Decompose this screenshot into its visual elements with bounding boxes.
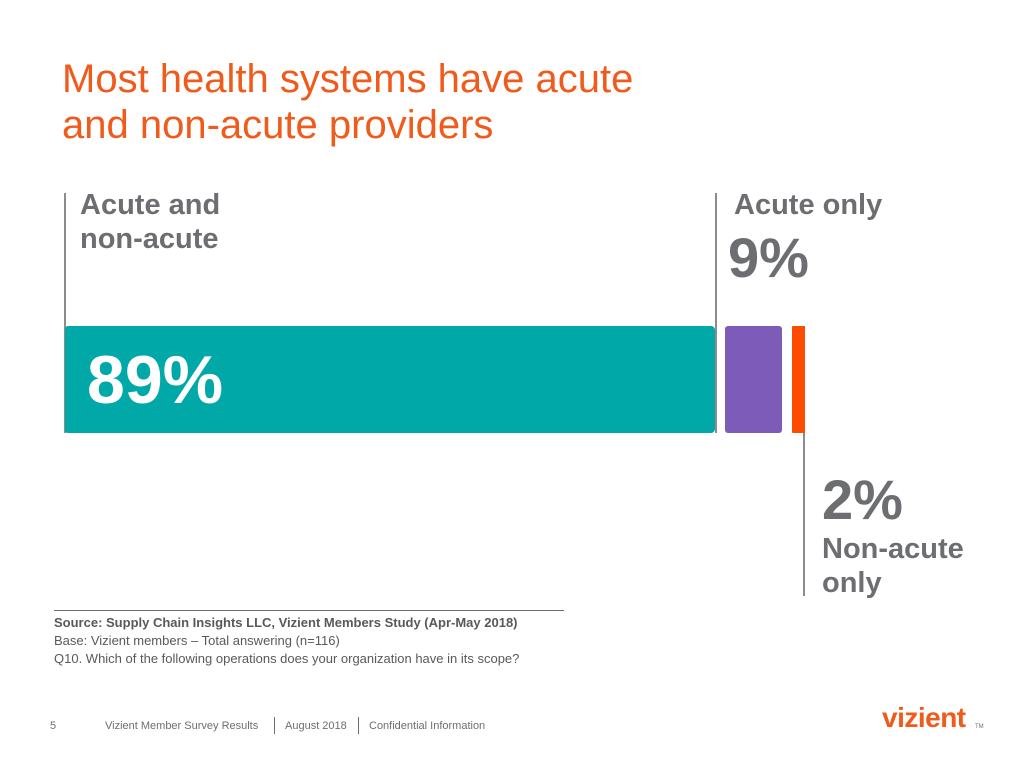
segment-label-line: Acute only — [734, 189, 883, 221]
footer-divider — [274, 717, 275, 734]
value-label-acute-only: 9% — [728, 226, 809, 289]
vizient-logo: vizient — [882, 702, 966, 733]
source-base: Base: Vizient members – Total answering … — [54, 633, 340, 648]
value-label-acute-and-non-acute: 89% — [87, 342, 224, 418]
page-number: 5 — [50, 720, 57, 732]
segment-label-line: non-acute — [80, 223, 219, 255]
bar-non-acute-only — [792, 326, 806, 433]
bar-acute-only — [725, 326, 783, 433]
segment-label-acute-only: Acute only — [734, 188, 882, 222]
leader-line-non-acute-only — [803, 326, 805, 596]
segment-label-line: Acute and — [80, 189, 221, 221]
segment-label-line: Non-acute — [822, 533, 964, 565]
leader-line-acute-and-non-acute — [64, 193, 66, 433]
footer-date: August 2018 — [285, 720, 347, 732]
leader-line-acute-only — [715, 193, 717, 433]
trademark-mark: TM — [975, 724, 984, 730]
segment-label-acute-and-non-acute: Acute and non-acute — [80, 188, 220, 256]
source-question: Q10. Which of the following operations d… — [54, 651, 520, 666]
segment-label-line: only — [822, 567, 882, 599]
source-title: Source: Supply Chain Insights LLC, Vizie… — [54, 615, 518, 630]
value-label-non-acute-only: 2% — [822, 468, 903, 531]
footer-divider — [358, 717, 359, 734]
footer-deck-title: Vizient Member Survey Results — [105, 720, 259, 732]
slide-title-line-1: Most health systems have acute — [62, 57, 634, 101]
slide-title-line-2: and non-acute providers — [62, 103, 494, 147]
slide-title: Most health systems have acute and non-a… — [62, 56, 862, 148]
footer-classification: Confidential Information — [369, 720, 486, 732]
bar-acute-and-non-acute: 89% — [65, 326, 716, 433]
source-divider — [54, 610, 564, 611]
segment-label-non-acute-only: Non-acute only — [822, 532, 964, 600]
source-notes: Source: Supply Chain Insights LLC, Vizie… — [54, 614, 519, 668]
